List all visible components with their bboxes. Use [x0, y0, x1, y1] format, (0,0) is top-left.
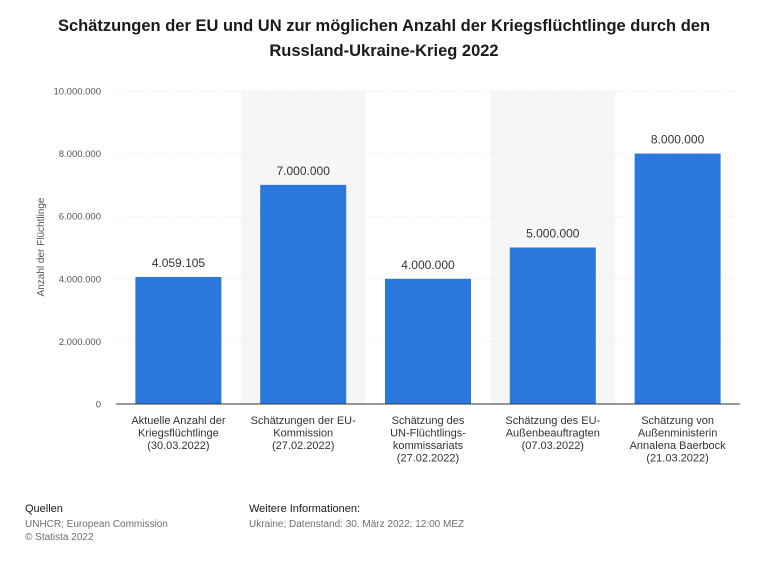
x-tick-label: Schätzung des EU-Außenbeauftragten (07.03… [505, 415, 600, 452]
bar [260, 184, 347, 404]
data-label: 7.000.000 [277, 164, 331, 178]
y-tick-label: 2.000.000 [59, 337, 101, 348]
x-tick-label: Schätzungen der EU-Kommission (27.02.2022… [251, 415, 357, 452]
y-tick-label: 10.000.000 [53, 87, 101, 98]
info-text: Ukraine; Datenstand: 30. März 2022; 12:0… [249, 519, 465, 530]
data-label: 8.000.000 [651, 133, 705, 147]
sources-line-2: © Statista 2022 [25, 532, 94, 543]
x-tick-label: Schätzung des UN-Flüchtlings-kommissariat… [390, 415, 466, 465]
bar [135, 276, 222, 404]
data-label: 4.059.105 [152, 256, 206, 270]
sources-label: Quellen [25, 503, 63, 515]
data-label: 4.000.000 [401, 258, 455, 272]
bar [385, 278, 471, 404]
y-tick-label: 0 [96, 400, 101, 411]
y-tick-label: 8.000.000 [59, 149, 101, 160]
bar [634, 153, 721, 404]
info-label: Weitere Informationen: [249, 503, 361, 515]
data-label: 5.000.000 [526, 227, 580, 241]
sources-line-1: UNHCR; European Commission [25, 519, 168, 530]
chart-title: Schätzungen der EU und UN zur möglichen … [57, 17, 711, 60]
y-axis-label: Anzahl der Flüchtlinge [36, 197, 47, 296]
x-tick-label: Schätzung von Außenministerin Annalena Bae… [630, 415, 727, 465]
y-tick-label: 6.000.000 [59, 212, 101, 223]
y-tick-label: 4.000.000 [59, 274, 101, 285]
x-tick-label: Aktuelle Anzahl der Kriegsflüchtlinge (30.… [131, 415, 226, 452]
bar [509, 247, 596, 404]
